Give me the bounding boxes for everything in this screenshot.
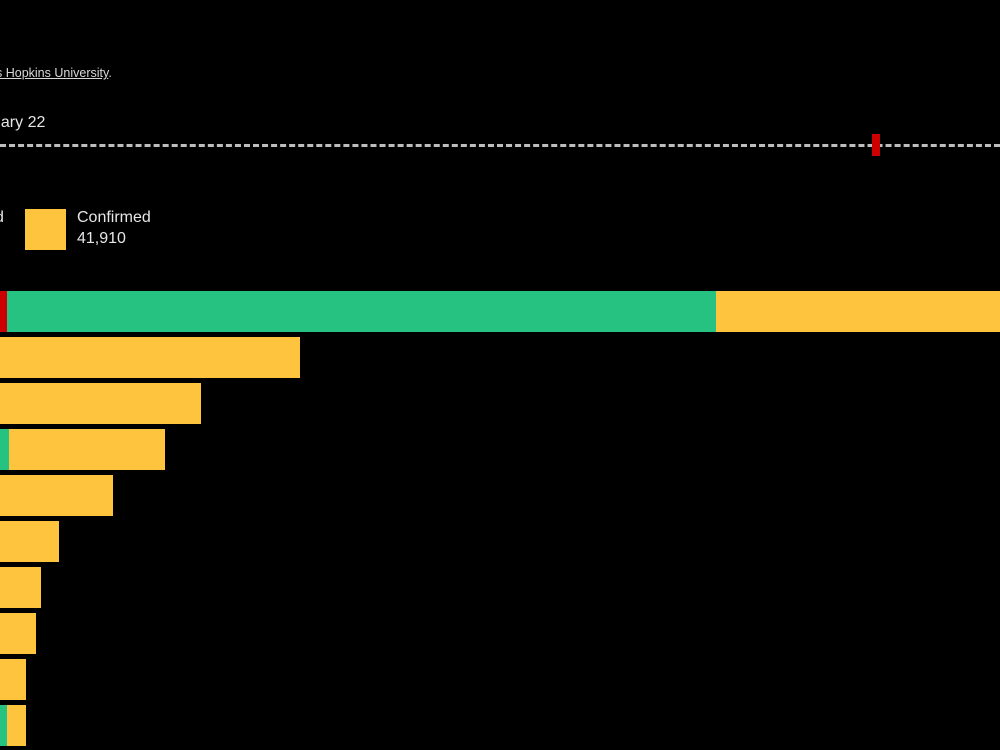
legend-value-confirmed: 41,910	[77, 230, 126, 247]
bar-recovered-1	[7, 291, 716, 332]
bar-recovered-4	[0, 429, 9, 470]
timeline-track[interactable]	[0, 144, 1000, 147]
date-label: uary 22	[0, 114, 46, 131]
bar-confirmed-6	[0, 521, 59, 562]
bar-confirmed-5	[0, 475, 113, 516]
legend-label-confirmed: Confirmed	[77, 209, 151, 226]
legend-swatch-confirmed	[25, 209, 66, 250]
bar-confirmed-8	[0, 613, 36, 654]
legend-label-fragment: d	[0, 209, 4, 227]
bar-confirmed-4	[9, 429, 165, 470]
bar-confirmed-7	[0, 567, 41, 608]
timeline-marker[interactable]	[872, 134, 880, 156]
source-suffix: .	[108, 66, 112, 80]
bar-confirmed-1	[716, 291, 1000, 332]
source-link[interactable]: s Hopkins University	[0, 66, 109, 80]
bar-confirmed-10	[7, 705, 26, 746]
bar-confirmed-2	[0, 337, 300, 378]
bar-deaths-1	[0, 291, 7, 332]
bar-confirmed-3	[0, 383, 201, 424]
source-note: s Hopkins University.	[0, 66, 112, 80]
bar-recovered-10	[0, 705, 7, 746]
bar-confirmed-9	[0, 659, 26, 700]
